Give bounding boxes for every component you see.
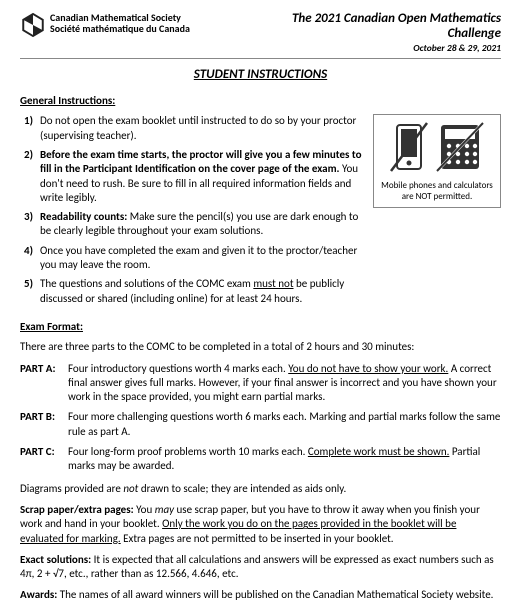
general-instructions-list: Do not open the exam booklet until instr… (20, 114, 363, 306)
cms-logo-icon (20, 12, 46, 38)
general-instructions-heading: General Instructions: (20, 94, 501, 108)
awards-note: Awards: The names of all award winners w… (20, 588, 501, 602)
part-b-row: PART B: Four more challenging questions … (20, 410, 501, 439)
no-devices-box: Mobile phones and calculators are NOT pe… (373, 114, 501, 207)
gi-item-1: Do not open the exam booklet until instr… (38, 114, 363, 143)
no-devices-caption: Mobile phones and calculators are NOT pe… (378, 181, 496, 203)
exact-solutions-note: Exact solutions: It is expected that all… (20, 553, 501, 582)
contest-title-block: The 2021 Canadian Open Mathematics Chall… (292, 12, 501, 54)
diagrams-note: Diagrams provided are not drawn to scale… (20, 482, 501, 496)
page-header: Canadian Mathematical Society Société ma… (20, 12, 501, 59)
contest-title-line1: The 2021 Canadian Open Mathematics (292, 12, 501, 27)
gi-item-2: Before the exam time starts, the proctor… (38, 148, 363, 205)
exam-format-heading: Exam Format: (20, 320, 501, 334)
contest-title-line2: Challenge (292, 27, 501, 42)
part-a-label: PART A: (20, 362, 68, 405)
contest-date: October 28 & 29, 2021 (292, 42, 501, 54)
gi-item-5: The questions and solutions of the COMC … (38, 277, 363, 306)
org-logo-block: Canadian Mathematical Society Société ma… (20, 12, 190, 38)
part-c-row: PART C: Four long-form proof problems wo… (20, 445, 501, 474)
gi-item-3: Readability counts: Make sure the pencil… (38, 210, 363, 239)
part-a-row: PART A: Four introductory questions wort… (20, 362, 501, 405)
no-phone-calculator-icon (387, 121, 487, 173)
exam-format-intro: There are three parts to the COMC to be … (20, 340, 501, 354)
scrap-paper-note: Scrap paper/extra pages: You may use scr… (20, 503, 501, 546)
page-title: STUDENT INSTRUCTIONS (20, 67, 501, 84)
gi-item-4: Once you have completed the exam and giv… (38, 244, 363, 273)
part-c-label: PART C: (20, 445, 68, 474)
part-b-label: PART B: (20, 410, 68, 439)
parts-block: PART A: Four introductory questions wort… (20, 362, 501, 474)
org-name-fr: Société mathématique du Canada (50, 23, 190, 34)
